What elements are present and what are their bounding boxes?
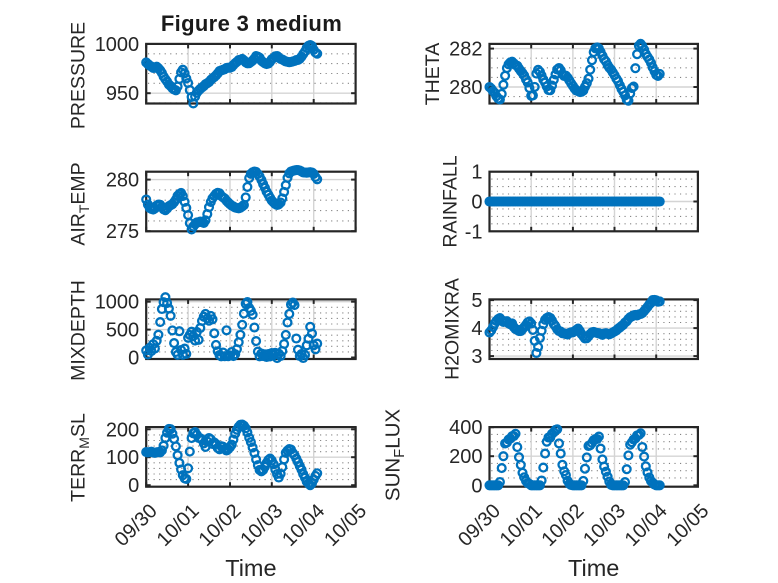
svg-text:4: 4 — [471, 318, 482, 340]
svg-text:RAINFALL: RAINFALL — [440, 155, 462, 247]
svg-text:0: 0 — [471, 192, 482, 214]
svg-text:100: 100 — [106, 447, 139, 469]
svg-text:950: 950 — [106, 83, 139, 105]
svg-text:PRESSURE: PRESSURE — [68, 22, 90, 129]
svg-text:200: 200 — [449, 446, 482, 468]
svg-text:280: 280 — [449, 77, 482, 99]
svg-text:0: 0 — [128, 475, 139, 497]
svg-text:5: 5 — [471, 290, 482, 312]
svg-text:275: 275 — [106, 221, 139, 243]
svg-text:1: 1 — [471, 162, 482, 184]
svg-text:Time: Time — [568, 555, 619, 581]
svg-text:0: 0 — [471, 475, 482, 497]
svg-text:AIRT​EMP: AIRT​EMP — [68, 162, 93, 245]
svg-text:0: 0 — [128, 348, 139, 370]
svg-text:-1: -1 — [465, 221, 483, 243]
svg-text:200: 200 — [106, 419, 139, 441]
svg-text:1000: 1000 — [95, 292, 140, 314]
svg-text:MIXDEPTH: MIXDEPTH — [68, 280, 90, 381]
svg-text:H2OMIXRA: H2OMIXRA — [442, 278, 464, 380]
svg-text:1000: 1000 — [95, 34, 140, 56]
svg-text:THETA: THETA — [422, 43, 444, 105]
svg-text:SUNF​LUX: SUNF​LUX — [382, 409, 409, 502]
svg-text:TERRM​SL: TERRM​SL — [68, 413, 93, 502]
svg-text:500: 500 — [106, 320, 139, 342]
svg-text:Figure 3 medium: Figure 3 medium — [161, 11, 342, 36]
svg-text:280: 280 — [106, 170, 139, 192]
svg-text:3: 3 — [471, 346, 482, 368]
svg-text:Time: Time — [225, 555, 276, 581]
svg-text:282: 282 — [449, 39, 482, 61]
svg-text:400: 400 — [449, 417, 482, 439]
